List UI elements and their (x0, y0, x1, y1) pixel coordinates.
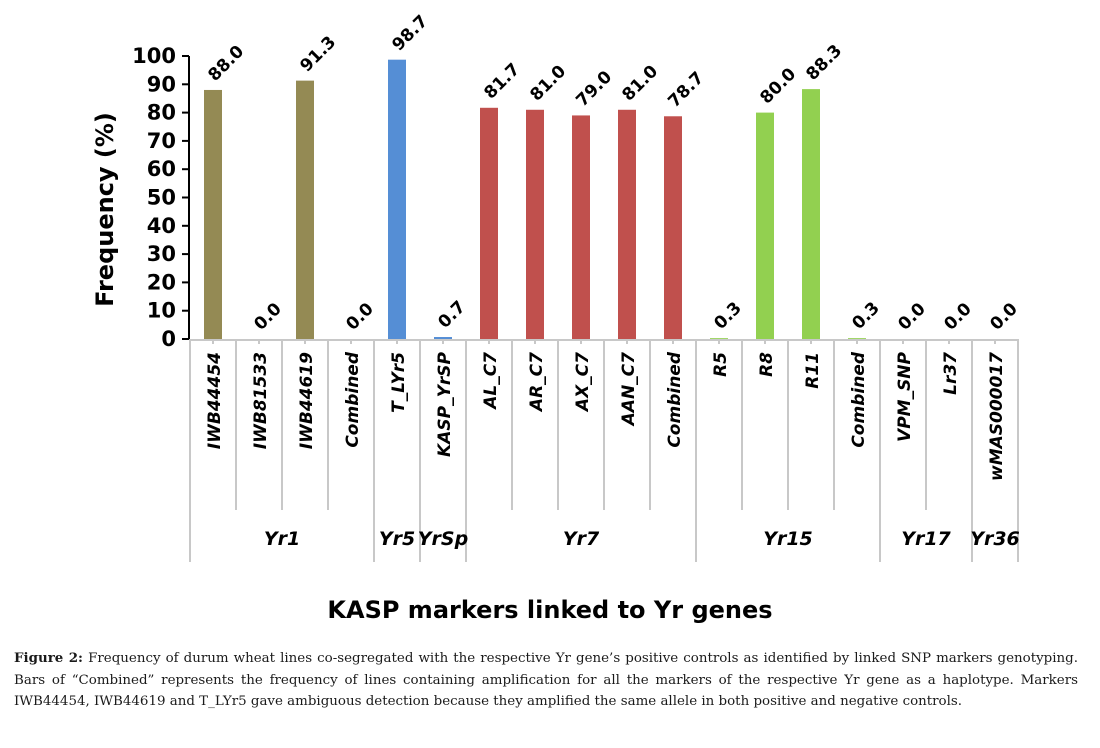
bars (204, 59, 866, 340)
data-label: 81.0 (526, 61, 570, 105)
data-label: 98.7 (388, 11, 432, 55)
category-label: R8 (757, 352, 777, 377)
bar-YrSp-KASP_YrSP (434, 337, 452, 339)
bar-Yr1-IWB44619 (296, 80, 314, 339)
category-label: R11 (803, 352, 823, 389)
x-axis-title: KASP markers linked to Yr genes (327, 596, 772, 624)
category-label: KASP_YrSP (435, 351, 455, 456)
category-label: Combined (343, 351, 363, 447)
data-label: 79.0 (572, 67, 616, 111)
y-tick-label: 0 (161, 327, 176, 351)
category-label: AR_C7 (527, 352, 547, 413)
category-label: wMAS000017 (987, 352, 1007, 481)
y-tick-label: 100 (132, 44, 176, 68)
group-label-YrSp: YrSp (418, 528, 468, 550)
category-label: T_LYr5 (389, 352, 409, 413)
group-label-Yr7: Yr7 (563, 528, 600, 550)
data-label: 0.0 (986, 299, 1022, 335)
data-labels: 88.00.091.30.098.70.781.7 81.0 79.0 81.0 78.… (204, 11, 1022, 334)
bar-Yr7-AX_C7 (572, 115, 590, 340)
figure-caption-label: Figure 2: (14, 650, 84, 666)
y-tick-label: 50 (147, 186, 176, 210)
y-tick-label: 40 (147, 214, 176, 238)
bar-Yr7-AR_C7 (526, 109, 544, 340)
data-label: 81.7 (480, 60, 524, 104)
y-tick-label: 10 (147, 299, 176, 323)
figure-caption: Figure 2: Frequency of durum wheat lines… (14, 648, 1078, 713)
y-tick-label: 70 (147, 129, 176, 153)
data-label: 80.0 (756, 64, 800, 108)
y-axis: 0 10 20 30 40 50 60 70 80 90 100 (132, 44, 190, 351)
category-label: R5 (711, 352, 731, 377)
bar-Yr1-IWB44454 (204, 89, 222, 340)
data-label: 91.3 (296, 32, 340, 76)
category-label: AX_C7 (573, 352, 593, 413)
data-label: 0.0 (250, 299, 286, 335)
group-label-Yr1: Yr1 (264, 528, 300, 550)
category-label: IWB44619 (297, 352, 317, 449)
data-label: 78.7 (664, 68, 708, 112)
y-tick-label: 60 (147, 157, 176, 181)
bar-Yr15-Combined (848, 338, 866, 339)
bar-chart: 0 10 20 30 40 50 60 70 80 90 100 88.0 0.0 91.3 0.0 98.… (91, 11, 1022, 624)
data-label: 0.7 (434, 297, 469, 332)
category-label: Combined (665, 351, 685, 447)
bar-Yr7-AAN_C7 (618, 109, 636, 340)
y-tick-label: 20 (147, 270, 176, 294)
y-tick-label: 90 (147, 72, 176, 96)
figure-caption-text: Frequency of durum wheat lines co-segreg… (14, 651, 1078, 709)
y-tick-label: 80 (147, 101, 176, 125)
bar-Yr7-AL_C7 (480, 107, 498, 339)
data-label: 0.0 (894, 299, 930, 335)
data-label: 0.0 (342, 299, 378, 335)
category-axis-table: IWB44454 IWB81533 IWB44619 Combined T_LYr5 KA… (189, 339, 1020, 562)
y-axis-title: Frequency (%) (91, 112, 119, 307)
category-label: VPM_SNP (895, 351, 915, 442)
data-label: 0.3 (710, 298, 745, 333)
bar-Yr7-Combined (664, 116, 682, 340)
category-label: AL_C7 (481, 352, 501, 411)
data-label: 88.0 (204, 42, 248, 86)
category-label: Combined (849, 351, 869, 447)
category-label: AAN_C7 (619, 352, 639, 428)
data-label: 88.3 (802, 41, 846, 85)
group-label-Yr5: Yr5 (379, 528, 415, 550)
bar-Yr15-R5 (710, 338, 728, 339)
group-label-Yr15: Yr15 (763, 528, 813, 550)
bar-Yr15-R11 (802, 89, 820, 340)
data-label: 0.3 (848, 298, 883, 333)
bar-Yr5-T_LYr5 (388, 59, 406, 339)
data-label: 81.0 (618, 61, 662, 105)
bar-Yr15-R8 (756, 112, 774, 339)
group-label-Yr17: Yr17 (901, 528, 951, 550)
category-label: IWB81533 (251, 352, 271, 449)
data-label: 0.0 (940, 299, 976, 335)
group-label-Yr36: Yr36 (970, 528, 1020, 550)
category-label: IWB44454 (205, 352, 225, 449)
category-label: Lr37 (941, 352, 961, 395)
y-tick-label: 30 (147, 242, 176, 266)
